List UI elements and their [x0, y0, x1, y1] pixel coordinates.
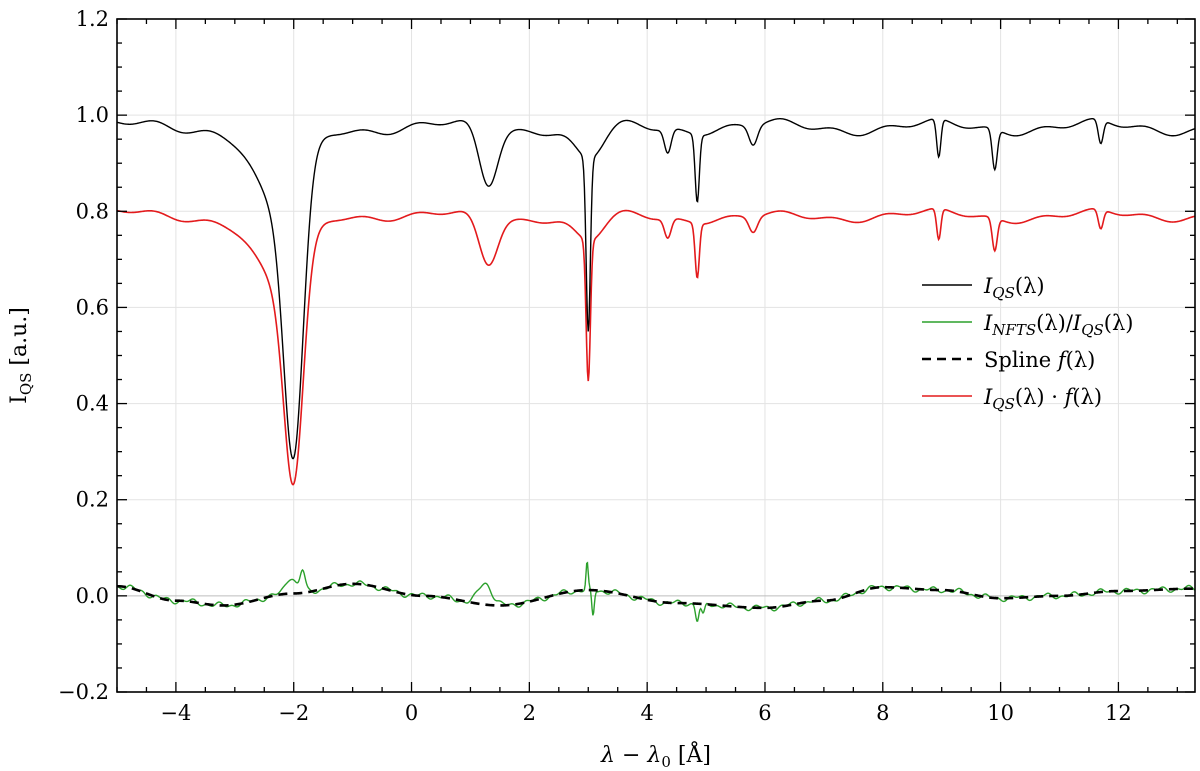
legend: IQS(λ) INFTS(λ)/IQS(λ) Spline f(λ) IQS(λ) ·… [922, 274, 1133, 413]
y-tick-label: −0.2 [58, 680, 109, 704]
x-tick-label: 0 [405, 701, 418, 725]
y-tick-label: 1.0 [76, 103, 109, 127]
legend-label-product: IQS(λ) · f(λ) [983, 385, 1102, 413]
axis-ticks [116, 18, 1195, 693]
series-product-line [116, 207, 1196, 486]
y-axis-label: IQS [a.u.] [7, 307, 35, 404]
series-ratio-line [116, 561, 1196, 622]
x-tick-label: 8 [876, 701, 889, 725]
x-tick-label: 10 [987, 701, 1014, 725]
x-tick-label: 6 [758, 701, 771, 725]
x-tick-label: −4 [160, 701, 191, 725]
y-tick-label: 0.8 [76, 199, 109, 223]
tick-labels: −4 −2 0 2 4 6 8 10 12 −0.2 0.0 0.2 0.4 0.6 0.8 1.0 1.2 [58, 7, 1132, 725]
y-tick-label: 0.0 [76, 584, 109, 608]
y-tick-label: 0.6 [76, 295, 109, 319]
x-tick-label: 2 [523, 701, 536, 725]
y-tick-label: 0.4 [76, 392, 109, 416]
y-tick-label: 0.2 [76, 488, 109, 512]
y-tick-label: 1.2 [76, 7, 109, 31]
legend-label-ratio: INFTS(λ)/IQS(λ) [983, 311, 1133, 339]
x-tick-label: 12 [1105, 701, 1132, 725]
series-iqs-line [116, 118, 1196, 460]
legend-label-spline: Spline f(λ) [984, 348, 1095, 372]
x-tick-label: 4 [640, 701, 653, 725]
x-tick-label: −2 [278, 701, 309, 725]
series-spline-line [116, 582, 1195, 610]
series-layer [116, 118, 1196, 622]
legend-label-iqs: IQS(λ) [983, 274, 1045, 302]
x-axis-label: λ − λ0 [Å] [600, 740, 711, 771]
